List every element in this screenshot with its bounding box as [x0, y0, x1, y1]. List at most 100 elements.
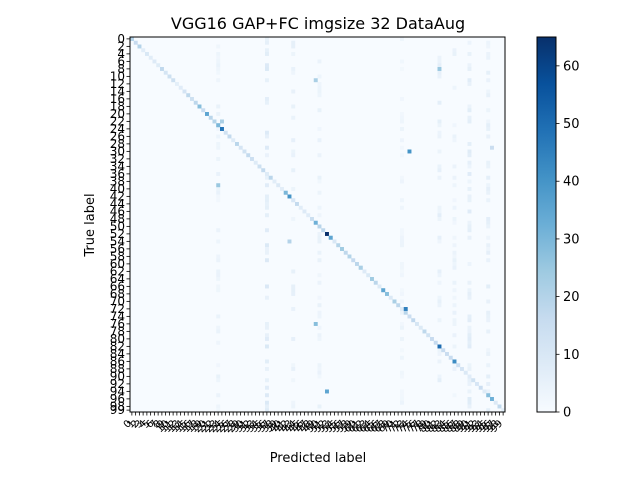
- heatmap-diagonal-cell: [178, 85, 183, 90]
- heatmap-diagonal-cell: [482, 389, 487, 394]
- heatmap-cell: [437, 100, 442, 105]
- heatmap-cell: [467, 363, 472, 368]
- heatmap-cell: [452, 393, 457, 398]
- heatmap-cell: [291, 104, 296, 109]
- heatmap-cell: [437, 299, 442, 304]
- heatmap-cell: [452, 363, 457, 368]
- heatmap-cell: [437, 205, 442, 210]
- heatmap-cell: [452, 52, 457, 56]
- y-tick-label: 30: [110, 144, 125, 158]
- heatmap-cell: [486, 127, 491, 131]
- heatmap-cell: [467, 318, 472, 323]
- heatmap-cell: [325, 389, 329, 394]
- heatmap-cell: [437, 318, 442, 323]
- heatmap-cell: [400, 243, 404, 248]
- heatmap-cell: [467, 337, 472, 341]
- heatmap-cell: [486, 250, 491, 255]
- heatmap-cell: [291, 217, 296, 221]
- heatmap-cell: [265, 213, 269, 218]
- heatmap-diagonal-cell: [422, 329, 427, 334]
- heatmap-cell: [265, 385, 269, 390]
- y-tick-label: 0: [117, 32, 125, 46]
- heatmap-cell: [291, 168, 296, 173]
- heatmap-cell: [265, 284, 269, 289]
- colorbar-tick-label: 10: [563, 348, 580, 363]
- heatmap-diagonal-cell: [242, 149, 247, 154]
- colorbar-ticks: 0 10 20 30 40 50 60: [556, 59, 580, 421]
- heatmap-diagonal-cell: [171, 78, 176, 83]
- y-tick-label: 68: [110, 287, 125, 301]
- heatmap-cell: [467, 187, 472, 191]
- heatmap-cell: [265, 67, 269, 71]
- heatmap-cell: [317, 205, 322, 210]
- heatmap-diagonal-cell: [493, 400, 498, 405]
- heatmap-cell: [467, 288, 472, 293]
- heatmap-cell: [130, 37, 134, 41]
- heatmap-cell: [467, 295, 472, 300]
- heatmap-cell: [486, 78, 491, 83]
- colorbar-tick-label: 40: [563, 175, 580, 190]
- heatmap-diagonal-cell: [441, 348, 446, 353]
- heatmap-cell: [467, 314, 472, 319]
- y-tick-label: 26: [110, 129, 125, 143]
- y-tick-label: 82: [110, 339, 125, 353]
- heatmap-cell: [467, 172, 472, 176]
- heatmap-diagonal-cell: [298, 205, 303, 210]
- heatmap-cell: [437, 303, 442, 308]
- heatmap-cell: [400, 370, 404, 375]
- heatmap-cell: [317, 314, 322, 319]
- heatmap-cell: [400, 235, 404, 240]
- heatmap-diagonal-cell: [190, 97, 194, 101]
- heatmap-cell: [291, 115, 296, 120]
- heatmap-cell: [437, 209, 442, 214]
- heatmap-diagonal-cell: [430, 337, 434, 341]
- heatmap-cell: [216, 393, 221, 398]
- heatmap-cell: [265, 250, 269, 255]
- heatmap-cell: [437, 119, 442, 124]
- heatmap-cell: [452, 138, 457, 143]
- heatmap-cell: [265, 247, 269, 251]
- heatmap-cell: [216, 408, 221, 413]
- heatmap-diagonal-cell: [261, 168, 266, 173]
- heatmap-cell: [486, 70, 491, 75]
- heatmap-cell: [216, 63, 221, 68]
- heatmap-cell: [291, 89, 296, 94]
- heatmap-cell: [265, 40, 269, 45]
- heatmap-cell: [216, 239, 221, 244]
- heatmap-diagonal-cell: [133, 40, 138, 45]
- heatmap-diagonal-cell: [137, 44, 142, 49]
- heatmap-cell: [486, 352, 491, 356]
- heatmap-cell: [486, 123, 491, 128]
- heatmap-cell: [486, 89, 491, 94]
- heatmap-cell: [400, 228, 404, 233]
- heatmap-cell: [216, 67, 221, 71]
- heatmap-cell: [216, 277, 221, 281]
- heatmap-diagonal-cell: [471, 378, 476, 383]
- heatmap-diagonal-cell: [373, 280, 378, 285]
- y-tick-label: 20: [110, 107, 125, 121]
- heatmap-diagonal-cell: [351, 258, 356, 263]
- heatmap-cell: [313, 220, 318, 225]
- heatmap-cell: [452, 123, 457, 128]
- heatmap-cell: [317, 232, 322, 236]
- heatmap-cell: [265, 134, 269, 139]
- heatmap-cell: [452, 243, 457, 248]
- heatmap-cell: [437, 344, 442, 349]
- heatmap-diagonal-cell: [156, 63, 161, 68]
- heatmap-cell: [486, 160, 491, 165]
- heatmap-cell: [467, 400, 472, 405]
- heatmap-cell: [385, 292, 389, 296]
- heatmap-cell: [452, 265, 457, 270]
- heatmap-diagonal-cell: [415, 322, 419, 326]
- heatmap-cell: [216, 404, 221, 409]
- heatmap-cell: [467, 164, 472, 169]
- heatmap-cell: [400, 239, 404, 244]
- heatmap-cell: [317, 273, 322, 278]
- heatmap-cell: [216, 142, 221, 146]
- y-tick-label: 86: [110, 354, 125, 368]
- heatmap-cell: [437, 352, 442, 356]
- heatmap-diagonal-cell: [403, 310, 408, 315]
- heatmap-cell: [400, 145, 404, 150]
- heatmap-cell: [467, 382, 472, 386]
- heatmap-diagonal-cell: [355, 262, 359, 266]
